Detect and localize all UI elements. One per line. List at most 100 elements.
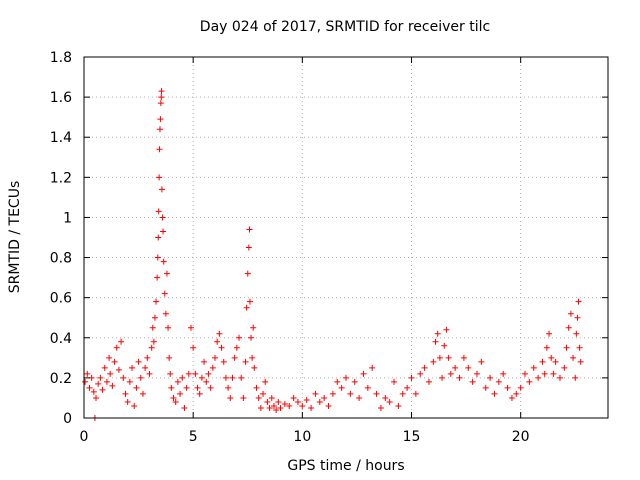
data-point — [312, 390, 319, 397]
y-tick-label: 1.8 — [50, 50, 72, 66]
data-point — [262, 378, 269, 385]
data-point — [144, 354, 151, 361]
data-point — [99, 386, 106, 393]
data-point — [275, 398, 282, 405]
y-tick-label: 0.2 — [50, 371, 72, 387]
data-point — [198, 374, 205, 381]
data-point — [575, 298, 582, 305]
data-point — [439, 374, 446, 381]
data-point — [456, 374, 463, 381]
data-points — [82, 88, 584, 421]
data-point — [445, 354, 452, 361]
data-point — [240, 394, 247, 401]
data-point — [149, 324, 156, 331]
data-point — [179, 374, 186, 381]
data-point — [212, 354, 218, 361]
data-point — [308, 404, 315, 411]
data-point — [190, 344, 197, 351]
data-point — [181, 404, 188, 411]
data-point — [166, 354, 173, 361]
data-point — [573, 330, 580, 337]
data-point — [563, 344, 570, 351]
data-point — [460, 354, 467, 361]
data-point — [517, 384, 524, 391]
data-point — [273, 406, 280, 413]
x-tick-label: 0 — [80, 429, 89, 445]
data-point — [157, 116, 164, 123]
data-point — [157, 100, 164, 107]
data-point — [447, 370, 454, 377]
data-point — [203, 378, 210, 385]
data-point — [170, 394, 177, 401]
data-point — [158, 88, 165, 95]
x-tick-label: 10 — [293, 429, 311, 445]
data-point — [469, 378, 476, 385]
data-point — [546, 330, 553, 337]
data-point — [244, 270, 251, 277]
data-point — [316, 398, 323, 405]
data-point — [338, 384, 345, 391]
y-tick-label: 0.6 — [50, 291, 72, 307]
data-point — [113, 344, 120, 351]
data-point — [347, 390, 354, 397]
data-point — [303, 396, 310, 403]
data-point — [151, 314, 158, 321]
data-point — [281, 400, 288, 407]
data-point — [158, 186, 165, 193]
data-point — [535, 374, 542, 381]
y-axis-label: SRMTID / TECUs — [7, 181, 23, 294]
data-point — [148, 344, 155, 351]
data-point — [155, 234, 162, 241]
y-tick-label: 0 — [63, 411, 72, 427]
y-tick-label: 1.2 — [50, 170, 72, 186]
data-point — [257, 404, 264, 411]
data-point — [277, 404, 284, 411]
data-point — [399, 390, 406, 397]
data-point — [443, 326, 450, 333]
data-point — [160, 258, 167, 265]
data-point — [103, 378, 110, 385]
data-point — [97, 374, 104, 381]
data-point — [185, 370, 192, 377]
data-point — [207, 384, 214, 391]
data-point — [142, 364, 149, 371]
data-point — [491, 390, 498, 397]
data-point — [482, 384, 489, 391]
x-tick-labels: 0 5 10 15 20 — [80, 429, 530, 445]
data-point — [270, 402, 277, 409]
data-point — [556, 374, 563, 381]
data-point — [260, 390, 267, 397]
data-point — [156, 174, 163, 181]
data-point — [299, 402, 306, 409]
data-point — [286, 402, 293, 409]
data-point — [161, 290, 168, 297]
data-point — [504, 384, 511, 391]
chart-title: Day 024 of 2017, SRMTID for receiver til… — [200, 19, 490, 35]
data-point — [205, 370, 212, 377]
grid-layer — [84, 57, 608, 418]
data-point — [249, 354, 256, 361]
y-tick-label: 0.4 — [50, 331, 72, 347]
data-point — [266, 404, 273, 411]
data-point — [386, 398, 393, 405]
data-point — [417, 370, 424, 377]
data-point — [156, 146, 163, 153]
data-point — [154, 254, 161, 261]
data-point — [530, 364, 537, 371]
data-point — [201, 358, 208, 365]
data-point — [550, 370, 557, 377]
data-point — [225, 384, 232, 391]
x-axis-label: GPS time / hours — [287, 458, 404, 474]
data-point — [177, 390, 184, 397]
data-point — [574, 314, 581, 321]
data-point — [294, 398, 301, 405]
data-point — [373, 390, 380, 397]
data-point — [168, 384, 175, 391]
data-point — [246, 226, 253, 233]
data-point — [543, 344, 550, 351]
data-point — [572, 374, 579, 381]
y-tick-labels: 0 0.2 0.4 0.6 0.8 1 1.2 1.4 1.6 1.8 — [50, 50, 72, 427]
data-point — [194, 384, 201, 391]
data-point — [160, 228, 167, 235]
